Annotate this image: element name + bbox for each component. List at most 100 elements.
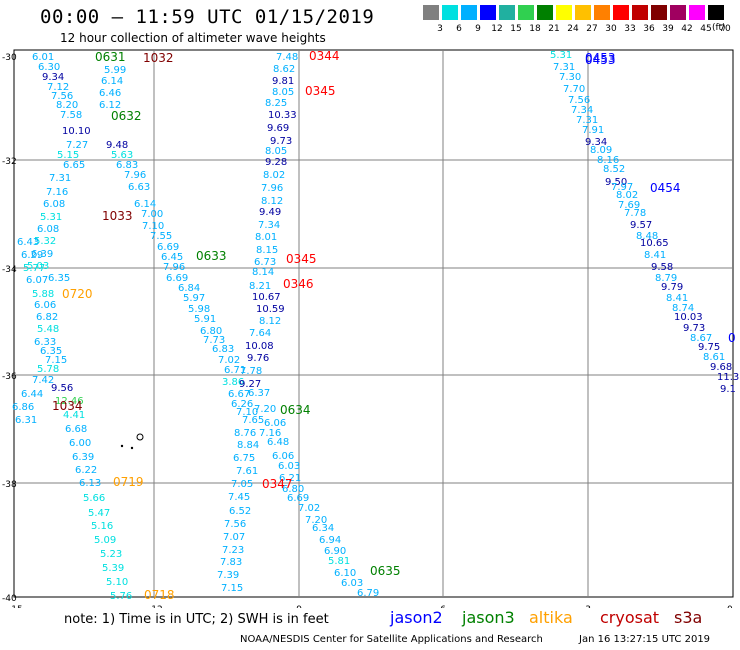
pass-time-labels: 0631 0632 0633 0634 0635 1032 1033 1034 0344 0345… [52,49,736,602]
wave-height-value: 9.68 [710,362,732,373]
color-scale-label: 21 [548,24,560,34]
pass-time-label: 1033 [102,209,133,223]
pass-time-label: 0 [728,331,736,345]
island-3 [130,446,134,450]
wave-height-value: 7.20 [305,515,327,526]
wave-height-value: 10.10 [62,126,91,137]
wave-height-value: 8.16 [597,155,619,166]
wave-height-value: 9.50 [605,177,627,188]
lat-tick-label: -32 [2,157,17,167]
color-swatch [689,5,705,20]
wave-height-value: 6.08 [43,199,65,210]
wave-height-value: 7.96 [261,183,283,194]
wave-height-value: 5.39 [102,563,124,574]
wave-height-value: 7.70 [563,84,585,95]
wave-height-value: 6.30 [38,62,60,73]
wave-height-value: 9.34 [585,137,607,148]
wave-height-value: 6.69 [287,493,309,504]
wave-height-value: 7.91 [582,125,604,136]
wave-height-value: 8.41 [666,293,688,304]
color-swatch [499,5,515,20]
wave-height-value: 9.69 [267,123,289,134]
wave-height-value: 8.52 [603,164,625,175]
map-gridlines [14,50,733,597]
wave-height-value: 6.37 [248,388,270,399]
lon-tick-label: -12 [148,605,163,608]
wave-height-value: 6.63 [128,182,150,193]
legend-cryosat: cryosat [600,608,660,627]
wave-height-value: 9.81 [272,76,294,87]
wave-height-value: 6.69 [166,273,188,284]
wave-height-value: 7.58 [60,110,82,121]
generated-timestamp: Jan 16 13:27:15 UTC 2019 [579,634,711,645]
wave-height-value: 8.79 [655,273,677,284]
color-swatch [613,5,629,20]
wave-height-value: 6.46 [99,88,121,99]
wave-height-value: 7.61 [236,466,258,477]
wave-height-value: 8.67 [690,333,712,344]
wave-height-value: 5.66 [83,493,105,504]
wave-height-value: 6.10 [334,568,356,579]
wave-height-value: 5.03 [27,261,49,272]
color-swatch [632,5,648,20]
wave-height-value: 9.57 [630,220,652,231]
wave-height-value: 8.48 [636,231,658,242]
island-1 [136,433,144,441]
pass-time-label: 0453 [585,51,616,65]
wave-height-value: 6.45 [161,252,183,263]
wave-height-value: 6.00 [69,438,91,449]
wave-height-value: 5.31 [550,50,572,61]
wave-height-value: 9.58 [651,262,673,273]
wave-height-value: 7.10 [236,407,258,418]
wave-height-value: 7.69 [618,200,640,211]
page-title: 00:00 – 11:59 UTC 01/15/2019 [40,6,375,28]
wave-height-value: 5.98 [188,304,210,315]
wave-height-value: 7.10 [142,221,164,232]
wave-height-value: 10.03 [674,312,703,323]
wave-height-value: 5.32 [34,236,56,247]
wave-height-value: 6.06 [264,418,286,429]
pass-time-label: 0631 [95,50,126,64]
wave-height-value: 7.34 [571,105,593,116]
legend-altika: altika [529,608,573,627]
wave-height-value: 7.34 [258,220,280,231]
wave-height-values: 6.016.309.347.127.568.207.5810.107.275.1… [12,50,739,602]
wave-height-value: 6.67 [228,389,250,400]
wave-height-value: 6.22 [75,465,97,476]
wave-height-value: 6.48 [267,437,289,448]
color-scale-label: 24 [567,24,579,34]
wave-height-value: 9.76 [247,353,269,364]
wave-height-value: 8.05 [272,87,294,98]
wave-height-value: 6.06 [272,451,294,462]
color-scale-label: 6 [456,24,462,34]
wave-height-value: 8.15 [256,245,278,256]
wave-height-value: 7.07 [223,532,245,543]
wave-height-value: 8.12 [261,196,283,207]
wave-height-value: 7.78 [240,366,262,377]
credit-line: NOAA/NESDIS Center for Satellite Applica… [240,634,543,645]
wave-height-value: 7.31 [553,62,575,73]
color-swatch [575,5,591,20]
wave-height-value: 6.35 [48,273,70,284]
color-scale-label: 42 [681,24,693,34]
wave-height-value: 7.20 [254,404,276,415]
color-swatch [518,5,534,20]
wave-height-value: 8.02 [616,190,638,201]
wave-height-value: 6.06 [34,300,56,311]
wave-height-value: 5.97 [183,293,205,304]
wave-height-value: 6.14 [101,76,123,87]
wave-height-value: 6.75 [233,453,255,464]
color-scale-label: 36 [643,24,655,34]
wave-height-value: 7.83 [220,557,242,568]
wave-height-value: 7.73 [203,335,225,346]
lat-tick-label: -36 [2,372,17,382]
lon-tick-label: -6 [437,605,446,608]
wave-height-value: 9.1 [720,384,736,395]
wave-height-value: 9.28 [265,157,287,168]
wave-height-value: 8.41 [644,250,666,261]
wave-height-value: 6.26 [231,399,253,410]
color-swatch [537,5,553,20]
legend-jason3: jason3 [462,608,515,627]
legend-jason2: jason2 [390,608,443,627]
wave-height-value: 6.03 [278,461,300,472]
